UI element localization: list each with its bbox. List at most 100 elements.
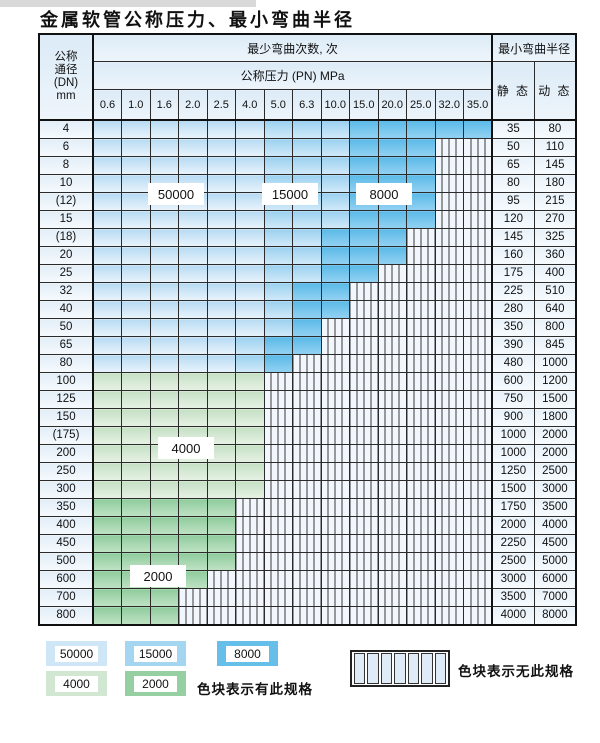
table-row: 400 2000 4000	[38, 516, 577, 535]
table-row: 100 600 1200	[38, 372, 577, 391]
spec-cell-50000	[178, 138, 208, 157]
spec-cell-8000	[406, 119, 436, 139]
spec-cell-15000	[292, 156, 322, 175]
no-spec-cell	[463, 156, 493, 175]
static-radius-cell: 160	[491, 246, 535, 265]
spec-cell-2000	[121, 588, 151, 607]
dn-cell: 125	[38, 390, 94, 409]
spec-cell-50000	[149, 156, 179, 175]
no-spec-cell	[320, 318, 350, 337]
no-spec-cell	[292, 534, 322, 553]
no-spec-cell	[320, 588, 350, 607]
dn-cell: 40	[38, 300, 94, 319]
no-spec-cell	[463, 228, 493, 247]
table-row: 150 900 1800	[38, 408, 577, 427]
no-spec-cell	[320, 534, 350, 553]
no-spec-cell	[349, 426, 379, 445]
pressure-column-header: 2.0	[178, 89, 208, 121]
no-spec-stripe-bar	[434, 653, 446, 684]
no-spec-cell	[406, 480, 436, 499]
no-spec-cell	[349, 606, 379, 626]
no-spec-cell	[377, 534, 407, 553]
no-spec-cell	[377, 498, 407, 517]
spec-cell-4000	[121, 426, 151, 445]
spec-cell-50000	[149, 282, 179, 301]
spec-cell-8000	[377, 228, 407, 247]
no-spec-cell	[377, 588, 407, 607]
table-row: 4 35 80	[38, 119, 577, 139]
spec-cell-8000	[377, 138, 407, 157]
spec-cell-8000	[406, 192, 436, 211]
spec-cell-50000	[178, 264, 208, 283]
spec-cell-50000	[92, 264, 122, 283]
no-spec-cell	[292, 372, 322, 391]
spec-cell-15000	[320, 119, 350, 139]
static-radius-cell: 120	[491, 210, 535, 229]
static-radius-cell: 750	[491, 390, 535, 409]
dynamic-radius-cell: 4500	[533, 534, 577, 553]
static-radius-cell: 80	[491, 174, 535, 193]
spec-cell-4000	[121, 444, 151, 463]
spec-cell-50000	[206, 210, 236, 229]
spec-cell-15000	[292, 246, 322, 265]
spec-cell-2000	[121, 606, 151, 626]
dn-cell: 150	[38, 408, 94, 427]
dn-cell: 10	[38, 174, 94, 193]
static-radius-cell: 95	[491, 192, 535, 211]
dn-header-line: 公称	[54, 51, 78, 63]
no-spec-cell	[463, 246, 493, 265]
no-spec-cell	[463, 426, 493, 445]
no-spec-cell	[320, 426, 350, 445]
nominal-pressure-header: 公称压力 (PN) MPa	[92, 61, 493, 90]
static-radius-cell: 390	[491, 336, 535, 355]
no-spec-cell	[463, 408, 493, 427]
legend-available-text: 色块表示有此规格	[197, 682, 313, 697]
dynamic-radius-cell: 7000	[533, 588, 577, 607]
no-spec-cell	[206, 588, 236, 607]
table-row: 300 1500 3000	[38, 480, 577, 499]
spec-cell-2000	[149, 588, 179, 607]
spec-cell-8000	[292, 318, 322, 337]
spec-cell-4000	[235, 480, 265, 499]
no-spec-cell	[349, 498, 379, 517]
spec-cell-15000	[292, 210, 322, 229]
spec-cell-4000	[121, 408, 151, 427]
table-row: 50 350 800	[38, 318, 577, 337]
static-radius-cell: 1000	[491, 426, 535, 445]
no-spec-cell	[463, 372, 493, 391]
legend-swatch-label: 2000	[134, 675, 177, 692]
no-spec-cell	[235, 570, 265, 589]
no-spec-cell	[463, 534, 493, 553]
spec-cell-4000	[206, 408, 236, 427]
spec-cell-50000	[235, 282, 265, 301]
table-row: 200 1000 2000	[38, 444, 577, 463]
dn-header-line: (DN)	[53, 77, 79, 89]
spec-cell-2000	[206, 552, 236, 571]
spec-cell-4000	[121, 390, 151, 409]
spec-cell-4000	[92, 462, 122, 481]
no-spec-cell	[377, 552, 407, 571]
spec-cell-8000	[349, 119, 379, 139]
dynamic-radius-cell: 80	[533, 119, 577, 139]
spec-cell-50000	[121, 282, 151, 301]
spec-cell-15000	[263, 282, 293, 301]
spec-cell-50000	[206, 174, 236, 193]
table-row: 125 750 1500	[38, 390, 577, 409]
spec-cell-50000	[121, 300, 151, 319]
spec-cell-4000	[235, 408, 265, 427]
dn-cell: 4	[38, 119, 94, 139]
spec-cell-2000	[178, 516, 208, 535]
static-radius-cell: 2250	[491, 534, 535, 553]
dynamic-radius-cell: 1000	[533, 354, 577, 373]
spec-cell-2000	[121, 534, 151, 553]
dn-cell: (12)	[38, 192, 94, 211]
spec-cell-2000	[121, 516, 151, 535]
spec-cell-15000	[263, 119, 293, 139]
no-spec-cell	[377, 372, 407, 391]
dn-cell: 300	[38, 480, 94, 499]
table-row: 600 3000 6000	[38, 570, 577, 589]
no-spec-cell	[463, 498, 493, 517]
no-spec-cell	[235, 516, 265, 535]
spec-cell-50000	[149, 354, 179, 373]
spec-table-wrap: 公称 通径 (DN) mm 最少弯曲次数, 次 最小弯曲半径 公称压力 (PN)…	[38, 33, 578, 626]
